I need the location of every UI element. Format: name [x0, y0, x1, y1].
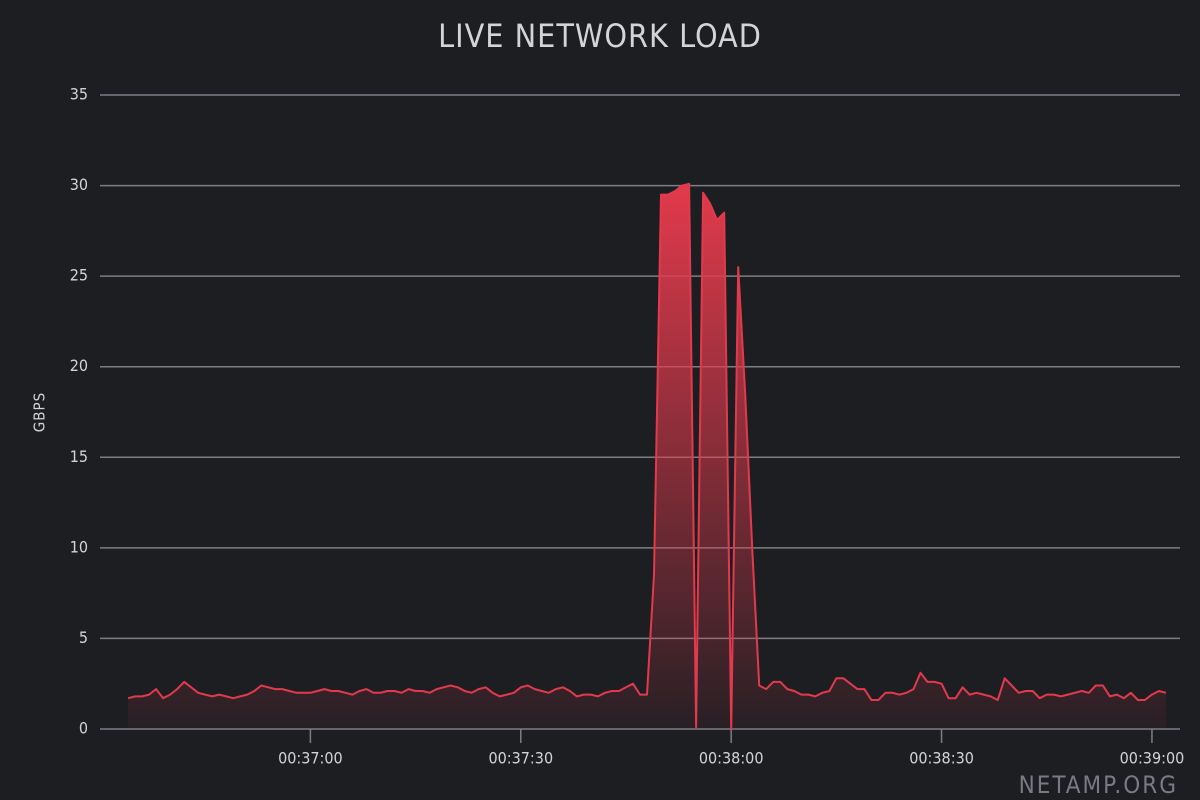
watermark: NETAMP.ORG	[1019, 771, 1178, 799]
y-axis-label: GBPS	[31, 392, 49, 432]
chart-title: LIVE NETWORK LOAD	[438, 17, 762, 55]
y-tick-label: 15	[70, 447, 88, 466]
y-tick-label: 5	[79, 628, 88, 647]
x-tick-label: 00:37:00	[278, 749, 343, 768]
y-tick-label: 0	[79, 719, 88, 738]
y-tick-label: 25	[70, 266, 88, 285]
y-tick-label: 35	[70, 85, 88, 104]
y-tick-label: 10	[70, 537, 88, 556]
x-tick-label: 00:39:00	[1120, 749, 1185, 768]
line	[127, 182, 1167, 730]
x-tick-label: 00:38:00	[699, 749, 764, 768]
y-tick-label: 30	[70, 175, 88, 194]
x-tick-label: 00:38:30	[909, 749, 974, 768]
y-tick-label: 20	[70, 356, 88, 375]
x-tick-label: 00:37:30	[488, 749, 553, 768]
